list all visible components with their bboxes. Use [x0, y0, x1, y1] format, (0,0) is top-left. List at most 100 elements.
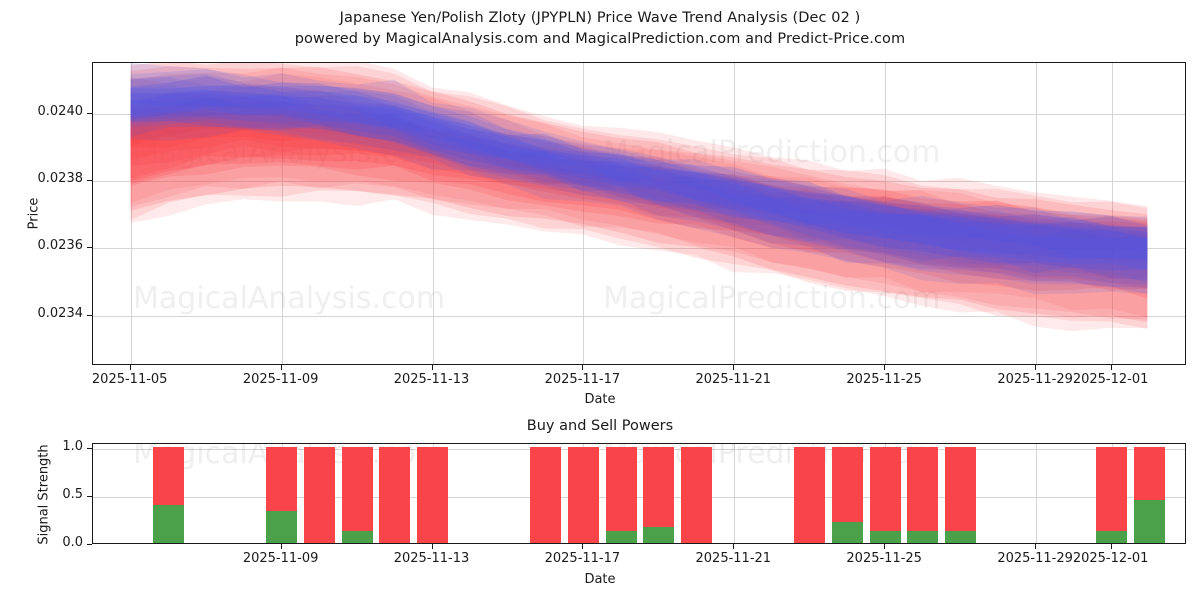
signal-x-tick-mark-5	[1035, 544, 1037, 549]
signal-x-tick-label-4: 2025-11-25	[846, 551, 922, 566]
sell-power-segment	[341, 446, 373, 532]
price-y-tick-label-3: 0.0240	[37, 103, 84, 119]
wave-band-2-1	[130, 104, 1148, 252]
wave-band-4-2	[130, 89, 1148, 271]
price-x-axis-label: Date	[584, 392, 616, 407]
figure-subtitle-line2: powered by MagicalAnalysis.com and Magic…	[294, 31, 906, 47]
price-y-tick-label-2: 0.0238	[37, 170, 84, 186]
signal-x-tick-label-0: 2025-11-09	[242, 551, 319, 566]
price-y-tick-mark-0	[87, 314, 92, 316]
price-x-tick-mark-2	[431, 365, 433, 370]
signal-gridline-h-1	[93, 496, 1185, 498]
signal-gridline-v-3	[734, 444, 736, 543]
buy-power-segment	[869, 531, 901, 543]
wave-band-0-1	[130, 63, 1148, 320]
sell-power-segment	[303, 446, 335, 543]
buy-power-segment	[832, 521, 863, 543]
price-x-tick-label-3: 2025-11-17	[544, 372, 621, 387]
sell-power-segment	[1133, 446, 1165, 500]
signal-y-tick-label-2: 1.0	[62, 438, 83, 454]
signal-bar[interactable]	[832, 446, 863, 543]
signal-y-axis-label: Signal Strength	[36, 444, 52, 545]
signal-x-tick-mark-3	[733, 544, 735, 549]
signal-y-tick-label-1: 0.5	[62, 486, 83, 502]
buy-power-segment	[1096, 531, 1128, 543]
wave-band-3-0	[130, 63, 1148, 283]
price-y-tick-label-0: 0.0234	[37, 305, 84, 321]
sell-power-segment	[907, 446, 939, 532]
sell-power-segment	[643, 446, 675, 527]
wave-band-0-4	[130, 73, 1148, 332]
price-gridline-v-3	[583, 63, 585, 364]
signal-bar[interactable]	[945, 446, 977, 543]
signal-x-tick-label-1: 2025-11-13	[393, 551, 470, 566]
sell-power-segment	[945, 446, 977, 532]
signal-x-tick-label-6: 2025-12-01	[1072, 551, 1149, 566]
signal-gridline-h-2	[93, 448, 1185, 450]
buy-power-segment	[266, 511, 298, 543]
signal-bar[interactable]	[303, 446, 335, 543]
buy-power-segment	[605, 531, 637, 543]
wave-band-4-4	[130, 97, 1148, 281]
signal-y-tick-mark-2	[87, 447, 92, 449]
price-x-tick-label-7: 2025-12-01	[1072, 372, 1149, 387]
signal-bar[interactable]	[869, 446, 901, 543]
signal-x-tick-mark-2	[582, 544, 584, 549]
sell-power-segment	[152, 446, 184, 505]
price-gridline-h-1	[93, 248, 1185, 250]
buy-power-segment	[907, 531, 939, 543]
signal-bar[interactable]	[530, 446, 562, 543]
signal-bar[interactable]	[907, 446, 939, 543]
signal-bar[interactable]	[417, 446, 448, 543]
signal-bar[interactable]	[794, 446, 826, 543]
signal-x-tick-mark-1	[431, 544, 433, 549]
wave-band-1-4	[130, 107, 1148, 299]
wave-band-3-4	[130, 85, 1148, 295]
price-x-tick-label-2: 2025-11-13	[393, 372, 470, 387]
price-chart-plot-area: MagicalAnalysis.com MagicalPrediction.com…	[92, 62, 1186, 365]
sell-power-segment	[1096, 446, 1128, 532]
price-y-axis-label: Price	[26, 197, 42, 230]
wave-band-2-0	[130, 96, 1148, 243]
signal-bar[interactable]	[1133, 446, 1165, 543]
price-x-tick-mark-7	[1110, 365, 1112, 370]
wave-band-0-0	[130, 63, 1148, 318]
signal-bar[interactable]	[643, 446, 675, 543]
wave-band-1-1	[130, 91, 1148, 280]
signal-x-tick-label-5: 2025-11-29	[997, 551, 1073, 566]
signal-bar[interactable]	[152, 446, 184, 543]
price-y-tick-mark-1	[87, 247, 92, 249]
wave-band-3-2	[130, 73, 1148, 288]
price-gridline-h-0	[93, 315, 1185, 317]
wave-band-1-3	[130, 99, 1148, 291]
price-gridline-v-7	[1111, 63, 1113, 364]
wave-band-4-0	[130, 75, 1148, 258]
sell-power-segment	[869, 446, 901, 532]
price-gridline-v-4	[734, 63, 736, 364]
buy-power-segment	[945, 531, 977, 543]
signal-bar[interactable]	[266, 446, 298, 543]
signal-bar[interactable]	[1096, 446, 1128, 543]
wave-band-2-2	[130, 110, 1148, 254]
price-x-tick-mark-5	[884, 365, 886, 370]
sell-power-segment	[794, 446, 826, 543]
wave-band-3-3	[130, 77, 1148, 295]
signal-bar[interactable]	[605, 446, 637, 543]
price-x-tick-label-4: 2025-11-21	[695, 372, 772, 387]
signal-bar[interactable]	[681, 446, 713, 543]
signal-bar[interactable]	[567, 446, 599, 543]
price-wave-bands	[130, 63, 1148, 332]
price-x-tick-mark-1	[280, 365, 282, 370]
signal-x-tick-label-2: 2025-11-17	[544, 551, 621, 566]
sell-power-segment	[530, 446, 562, 543]
wave-band-2-4	[130, 119, 1148, 262]
sell-power-segment	[379, 446, 411, 543]
price-x-tick-mark-3	[582, 365, 584, 370]
signal-bar[interactable]	[341, 446, 373, 543]
price-x-tick-mark-0	[129, 365, 131, 370]
price-x-tick-mark-4	[733, 365, 735, 370]
price-x-tick-mark-6	[1035, 365, 1037, 370]
signal-bar[interactable]	[379, 446, 411, 543]
